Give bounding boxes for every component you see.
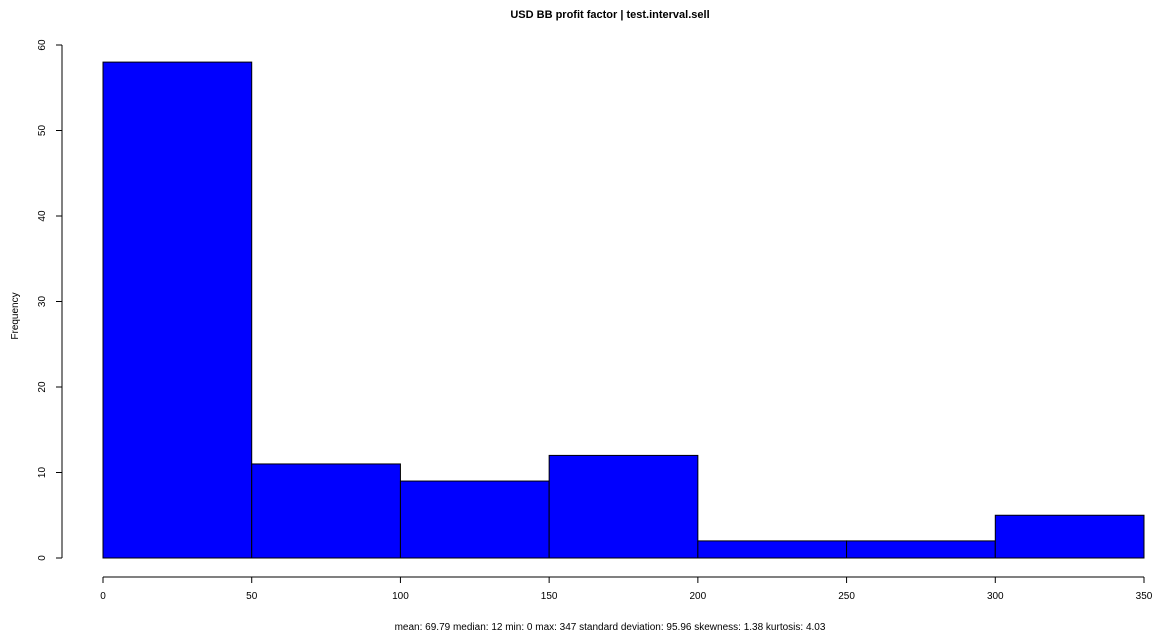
histogram-bar-250-300 — [846, 540, 996, 559]
x-tick-label-200: 200 — [690, 591, 707, 602]
x-tick-label-250: 250 — [838, 591, 855, 602]
histogram-bar-300-350 — [994, 514, 1145, 559]
x-tick-label-50: 50 — [246, 591, 258, 602]
x-tick-label-100: 100 — [392, 591, 409, 602]
y-axis: 0 10 20 30 40 50 60 — [37, 39, 63, 561]
y-tick-label-20: 20 — [37, 381, 48, 393]
chart-title: USD BB profit factor | test.interval.sel… — [510, 9, 709, 21]
y-tick-label-0: 0 — [37, 555, 48, 561]
y-tick-label-10: 10 — [37, 467, 48, 479]
y-tick-label-30: 30 — [37, 296, 48, 308]
x-tick-label-350: 350 — [1136, 591, 1153, 602]
y-tick-label-40: 40 — [37, 210, 48, 222]
y-tick-label-60: 60 — [37, 39, 48, 51]
x-tick-label-300: 300 — [987, 591, 1004, 602]
y-tick-label-50: 50 — [37, 125, 48, 137]
histogram-bar-0-50 — [102, 61, 253, 559]
x-tick-label-0: 0 — [100, 591, 106, 602]
histogram-bar-200-250 — [697, 540, 848, 559]
x-tick-label-150: 150 — [541, 591, 558, 602]
y-axis-label: Frequency — [10, 292, 21, 339]
histogram-bar-150-200 — [548, 454, 699, 559]
x-axis-label: mean: 69.79 median: 12 min: 0 max: 347 s… — [395, 622, 826, 633]
x-axis: 0 50 100 150 200 250 300 350 — [100, 576, 1153, 602]
histogram-bar-50-100 — [251, 463, 401, 559]
bars-group — [102, 61, 1145, 559]
histogram-bar-100-150 — [399, 480, 550, 559]
